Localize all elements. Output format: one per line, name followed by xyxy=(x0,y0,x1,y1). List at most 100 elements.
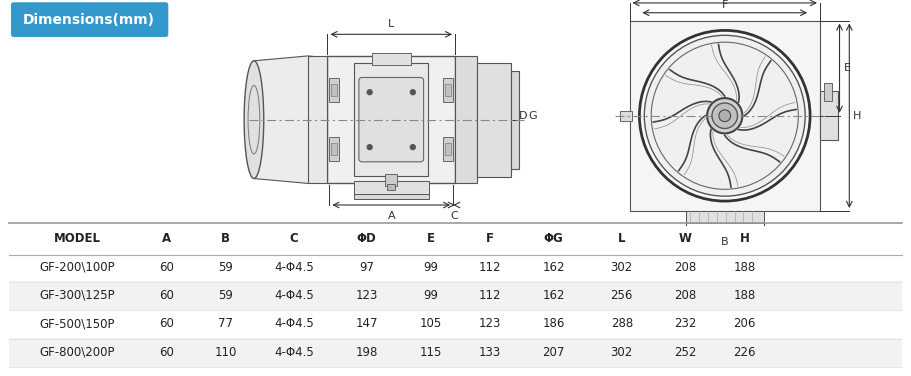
Bar xyxy=(455,56,476,183)
Bar xyxy=(511,71,518,169)
Text: GF-800\200P: GF-800\200P xyxy=(40,346,115,359)
Polygon shape xyxy=(254,56,327,183)
Text: 4-Φ4.5: 4-Φ4.5 xyxy=(274,346,313,359)
Text: W: W xyxy=(679,232,692,245)
Text: 105: 105 xyxy=(419,317,442,331)
Text: G: G xyxy=(528,111,537,121)
Bar xyxy=(354,63,428,176)
Text: 59: 59 xyxy=(218,261,233,273)
Bar xyxy=(9,310,902,338)
Text: 112: 112 xyxy=(478,289,501,302)
Bar xyxy=(685,211,764,223)
Circle shape xyxy=(644,35,805,196)
Circle shape xyxy=(712,103,738,129)
Text: 97: 97 xyxy=(359,261,374,273)
Text: Dimensions(mm): Dimensions(mm) xyxy=(23,13,155,27)
Text: 188: 188 xyxy=(733,289,756,302)
Text: GF-500\150P: GF-500\150P xyxy=(40,317,115,331)
Bar xyxy=(444,137,453,161)
Text: E: E xyxy=(426,232,435,245)
Text: H: H xyxy=(740,232,750,245)
FancyBboxPatch shape xyxy=(12,3,168,36)
Bar xyxy=(354,194,428,199)
Text: 188: 188 xyxy=(733,261,756,273)
Text: 302: 302 xyxy=(610,346,633,359)
Circle shape xyxy=(640,30,810,201)
Text: 59: 59 xyxy=(218,289,233,302)
Text: A: A xyxy=(387,211,395,221)
Circle shape xyxy=(410,145,415,150)
Text: 147: 147 xyxy=(355,317,378,331)
Text: 4-Φ4.5: 4-Φ4.5 xyxy=(274,261,313,273)
Circle shape xyxy=(410,90,415,95)
Bar xyxy=(372,53,411,65)
Circle shape xyxy=(367,90,372,95)
Text: ΦD: ΦD xyxy=(357,232,376,245)
Text: 123: 123 xyxy=(478,317,501,331)
Bar xyxy=(387,184,395,190)
Text: 60: 60 xyxy=(159,346,174,359)
Text: 110: 110 xyxy=(214,346,237,359)
Text: 60: 60 xyxy=(159,317,174,331)
Text: ΦG: ΦG xyxy=(544,232,563,245)
Text: 162: 162 xyxy=(542,261,565,273)
Text: GF-200\100P: GF-200\100P xyxy=(39,261,116,273)
Text: 207: 207 xyxy=(542,346,565,359)
Text: C: C xyxy=(450,211,458,221)
Text: F: F xyxy=(486,232,494,245)
Text: 226: 226 xyxy=(733,346,756,359)
Text: 133: 133 xyxy=(478,346,501,359)
Bar xyxy=(330,79,339,102)
Bar xyxy=(385,174,397,186)
Text: 99: 99 xyxy=(423,261,438,273)
FancyBboxPatch shape xyxy=(359,77,424,162)
Bar xyxy=(332,143,337,155)
Text: 112: 112 xyxy=(478,261,501,273)
Text: 208: 208 xyxy=(674,289,697,302)
Text: 99: 99 xyxy=(423,289,438,302)
Bar xyxy=(9,253,902,281)
Text: 206: 206 xyxy=(733,317,756,331)
Text: B: B xyxy=(221,232,230,245)
Text: 115: 115 xyxy=(419,346,442,359)
Text: 198: 198 xyxy=(355,346,378,359)
Text: 60: 60 xyxy=(159,261,174,273)
Text: 4-Φ4.5: 4-Φ4.5 xyxy=(274,317,313,331)
Bar xyxy=(630,21,820,211)
Text: 288: 288 xyxy=(610,317,633,331)
Text: A: A xyxy=(161,232,171,245)
Text: MODEL: MODEL xyxy=(54,232,101,245)
Text: 77: 77 xyxy=(218,317,233,331)
Text: C: C xyxy=(290,232,298,245)
Text: L: L xyxy=(618,232,626,245)
Text: E: E xyxy=(844,63,851,73)
Text: F: F xyxy=(722,0,728,10)
Text: 256: 256 xyxy=(610,289,633,302)
Text: 302: 302 xyxy=(610,261,633,273)
Bar xyxy=(476,63,511,177)
Text: 208: 208 xyxy=(674,261,697,273)
Bar xyxy=(619,111,631,121)
Text: 123: 123 xyxy=(355,289,378,302)
Bar xyxy=(444,79,453,102)
Text: 252: 252 xyxy=(674,346,697,359)
Bar xyxy=(445,143,451,155)
Text: B: B xyxy=(721,237,729,247)
Text: 186: 186 xyxy=(542,317,565,331)
Circle shape xyxy=(707,98,742,133)
Bar xyxy=(824,83,832,101)
Bar xyxy=(9,338,902,367)
Circle shape xyxy=(719,110,731,121)
Bar xyxy=(308,56,327,183)
Text: D: D xyxy=(518,111,527,121)
Text: 162: 162 xyxy=(542,289,565,302)
Bar xyxy=(332,84,337,96)
Bar xyxy=(9,281,902,310)
Text: 4-Φ4.5: 4-Φ4.5 xyxy=(274,289,313,302)
Text: H: H xyxy=(854,111,862,121)
Bar xyxy=(327,56,455,183)
Text: GF-300\125P: GF-300\125P xyxy=(39,289,116,302)
Text: 232: 232 xyxy=(674,317,697,331)
Bar xyxy=(445,84,451,96)
Bar xyxy=(820,91,837,140)
